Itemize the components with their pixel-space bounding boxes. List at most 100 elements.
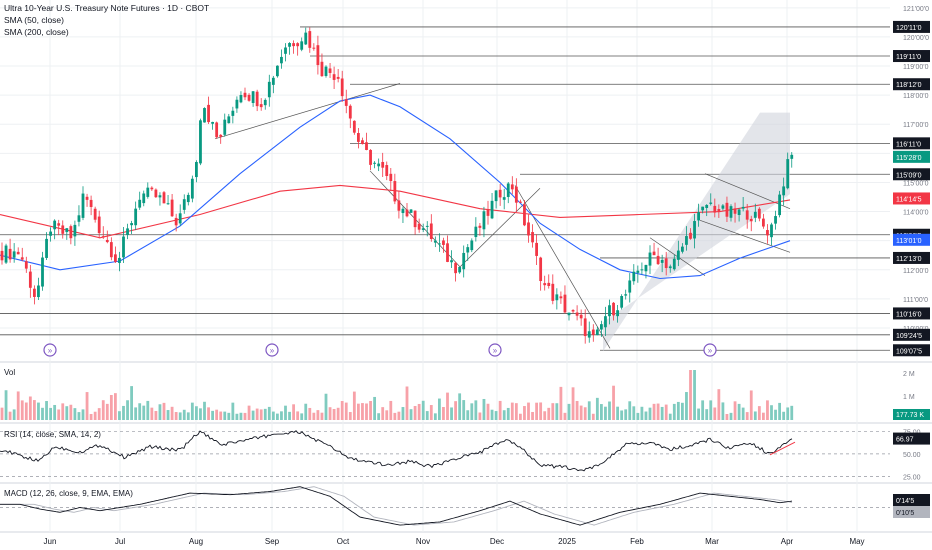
price-level-label: 115'09'0 <box>896 172 922 179</box>
volume-bar <box>466 410 470 420</box>
sma50-legend[interactable]: SMA (50, close) <box>4 15 64 25</box>
volume-bar <box>312 412 316 420</box>
candle-body <box>57 223 61 226</box>
candle-body <box>616 310 619 317</box>
volume-bar <box>158 404 162 420</box>
candle-body <box>49 231 52 236</box>
volume-last-label: 177.73 K <box>896 412 924 419</box>
volume-bar <box>304 403 308 420</box>
candle-body <box>182 199 186 210</box>
candle-body <box>717 209 721 213</box>
volume-bar <box>640 406 644 420</box>
volume-bar <box>636 412 640 420</box>
volume-bar <box>672 403 676 420</box>
candle-body <box>122 236 125 258</box>
candle-body <box>591 329 595 335</box>
candle-body <box>178 213 182 224</box>
volume-bar <box>644 411 648 420</box>
volume-bar <box>57 409 61 420</box>
volume-bar <box>316 410 320 420</box>
volume-bar <box>575 400 579 420</box>
candle-body <box>782 186 786 196</box>
volume-bar <box>344 402 348 420</box>
volume-bar <box>340 401 344 420</box>
candle-body <box>478 225 482 228</box>
candle-body <box>429 223 433 240</box>
candle-body <box>203 108 206 123</box>
volume-bar <box>713 407 717 420</box>
price-tick-label: 115'00'0 <box>903 180 929 187</box>
event-marker-icon <box>265 343 279 357</box>
candle-body <box>632 271 636 282</box>
event-marker-glyph: » <box>708 346 713 355</box>
volume-bar <box>288 411 291 420</box>
candle-body <box>239 95 243 103</box>
volume-bar <box>348 412 352 420</box>
candle-body <box>215 122 219 138</box>
candle-body <box>41 257 44 287</box>
candle-body <box>33 288 36 297</box>
candle-body <box>336 76 340 79</box>
volume-bar <box>361 403 364 420</box>
candle-body <box>280 56 283 64</box>
volume-bar <box>535 402 538 420</box>
volume-bar <box>89 413 93 420</box>
candle-body <box>16 251 20 255</box>
candle-body <box>697 212 700 221</box>
price-tick-label: 121'00'0 <box>903 6 929 13</box>
candle-body <box>450 260 453 263</box>
candle-body <box>490 200 494 219</box>
volume-bar <box>567 403 571 420</box>
candle-body <box>114 254 117 262</box>
candle-body <box>12 251 16 258</box>
candle-body <box>158 195 162 198</box>
candle-body <box>324 66 328 76</box>
volume-bar <box>37 402 40 420</box>
time-axis-label: Feb <box>630 537 644 546</box>
price-scale-tag-label: 115'28'0 <box>896 155 922 162</box>
time-axis-label: Mar <box>705 537 719 546</box>
sma200-legend[interactable]: SMA (200, close) <box>4 27 69 37</box>
volume-bar <box>276 413 279 420</box>
candle-body <box>551 283 555 301</box>
candle-body <box>195 161 198 178</box>
volume-bar <box>676 401 680 420</box>
candle-body <box>462 252 466 270</box>
price-tick-label: 119'00'0 <box>903 64 929 71</box>
volume-bar <box>502 410 506 420</box>
volume-bar <box>733 401 737 420</box>
volume-bar <box>336 407 340 420</box>
volume-pane-label: Vol <box>4 368 16 377</box>
volume-bar <box>24 402 28 420</box>
candle-body <box>105 239 109 243</box>
candle-body <box>656 255 660 265</box>
sma50-line <box>0 94 791 280</box>
volume-bar <box>523 406 526 420</box>
volume-bar <box>421 400 425 420</box>
price-level-label: 112'13'0 <box>896 256 922 263</box>
volume-bar <box>429 405 433 420</box>
candle-body <box>413 210 417 228</box>
volume-bar <box>130 386 133 420</box>
volume-bar <box>782 411 786 420</box>
candle-body <box>729 206 733 218</box>
volume-bar <box>458 393 462 420</box>
volume-bar <box>664 404 668 420</box>
time-axis-label: Dec <box>490 537 504 546</box>
candle-body <box>531 232 534 243</box>
volume-bar <box>85 392 89 420</box>
volume-bar <box>749 390 753 420</box>
candle-body <box>741 206 745 209</box>
volume-bar <box>790 405 794 420</box>
candle-body <box>514 186 518 203</box>
volume-bar <box>770 405 773 420</box>
volume-bar <box>413 405 417 420</box>
time-axis-label: Jul <box>115 537 125 546</box>
volume-bar <box>142 405 146 420</box>
candle-body <box>288 43 291 47</box>
volume-bar <box>150 407 154 420</box>
volume-bar <box>263 408 267 420</box>
candle-body <box>320 61 324 77</box>
candle-body <box>510 184 514 190</box>
